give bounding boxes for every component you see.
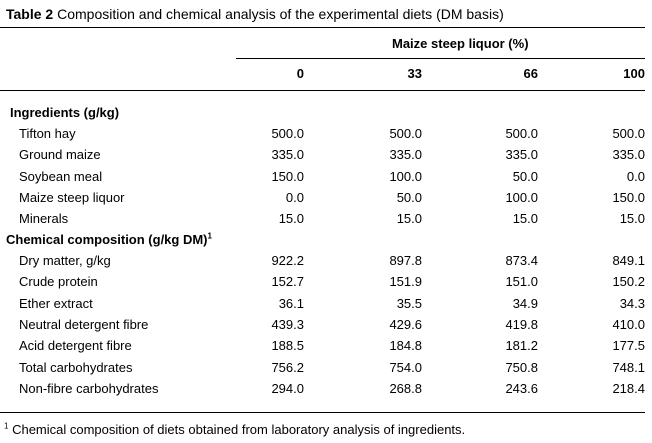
table-cell: 0.0: [285, 189, 304, 205]
table-cell: 243.6: [505, 380, 538, 396]
section-title: Chemical composition (g/kg DM)1: [6, 232, 212, 248]
table-cell: 335.0: [389, 147, 422, 163]
table-cell: 750.8: [505, 359, 538, 375]
table-cell: 500.0: [389, 126, 422, 141]
table-cell: 500.0: [505, 126, 538, 141]
table-cell: 756.2: [271, 359, 304, 375]
section-title-footnote-mark: 1: [207, 231, 212, 241]
row-label: Maize steep liquor: [19, 189, 125, 205]
table-cell: 335.0: [612, 147, 645, 163]
section-title-text: Chemical composition (g/kg DM): [6, 232, 208, 247]
table-cell: 50.0: [396, 189, 422, 205]
table-caption: Table 2 Composition and chemical analysi…: [6, 6, 504, 22]
table-cell: 754.0: [389, 359, 422, 375]
top-rule: [0, 27, 645, 28]
table-cell: 268.8: [389, 380, 422, 396]
table-cell: 849.1: [612, 253, 645, 268]
row-label: Ground maize: [19, 147, 101, 163]
table-cell: 218.4: [612, 380, 645, 396]
row-label: Soybean meal: [19, 168, 103, 184]
row-label: Tifton hay: [19, 126, 76, 141]
table-cell: 335.0: [271, 147, 304, 163]
table-cell: 177.5: [612, 338, 645, 354]
table-cell: 50.0: [512, 168, 538, 184]
header-rule: [0, 90, 645, 91]
column-group-header: Maize steep liquor (%): [392, 36, 529, 51]
table-cell: 410.0: [612, 316, 645, 332]
table-cell: 15.0: [512, 211, 538, 227]
table-cell: 439.3: [271, 316, 304, 332]
table-cell: 188.5: [271, 338, 304, 354]
table-cell: 15.0: [396, 211, 422, 227]
table-cell: 152.7: [271, 274, 304, 290]
footnote: 1 Chemical composition of diets obtained…: [4, 422, 465, 437]
row-label: Total carbohydrates: [19, 359, 133, 375]
column-header: 100: [623, 66, 645, 81]
bottom-rule: [0, 412, 645, 413]
table-cell: 922.2: [271, 253, 304, 268]
table-cell: 150.0: [271, 168, 304, 184]
section-title: Ingredients (g/kg): [10, 105, 119, 121]
row-label: Non-fibre carbohydrates: [19, 380, 159, 396]
table-cell: 100.0: [505, 189, 538, 205]
table-cell: 294.0: [271, 380, 304, 396]
table-cell: 34.3: [619, 295, 645, 311]
table-cell: 34.9: [512, 295, 538, 311]
table-cell: 15.0: [619, 211, 645, 227]
table-cell: 897.8: [389, 253, 422, 268]
table-cell: 150.2: [612, 274, 645, 290]
row-label: Crude protein: [19, 274, 98, 290]
column-header: 66: [523, 66, 538, 81]
table-cell: 100.0: [389, 168, 422, 184]
table-cell: 500.0: [271, 126, 304, 141]
row-label: Neutral detergent fibre: [19, 316, 149, 332]
row-label: Acid detergent fibre: [19, 338, 132, 354]
row-label: Ether extract: [19, 295, 93, 311]
table-cell: 151.9: [389, 274, 422, 290]
table-cell: 35.5: [396, 295, 422, 311]
table-cell: 335.0: [505, 147, 538, 163]
table-cell: 150.0: [612, 189, 645, 205]
group-rule: [236, 58, 645, 59]
table-cell: 873.4: [505, 253, 538, 268]
table-cell: 0.0: [626, 168, 645, 184]
table-cell: 500.0: [612, 126, 645, 141]
section-title-text: Ingredients (g/kg): [10, 105, 120, 120]
footnote-mark: 1: [4, 421, 9, 431]
table-label: Table 2: [6, 6, 54, 22]
table-cell: 151.0: [505, 274, 538, 290]
table-cell: 419.8: [505, 316, 538, 332]
row-label: Dry matter, g/kg: [19, 253, 111, 268]
table-cell: 184.8: [389, 338, 422, 354]
table-cell: 36.1: [278, 295, 304, 311]
table-cell: 429.6: [389, 316, 422, 332]
column-header: 33: [407, 66, 422, 81]
table-cell: 15.0: [278, 211, 304, 227]
table-title: Composition and chemical analysis of the…: [57, 6, 504, 22]
column-header: 0: [296, 66, 304, 81]
table-cell: 748.1: [612, 359, 645, 375]
table-cell: 181.2: [505, 338, 538, 354]
row-label: Minerals: [19, 211, 69, 227]
footnote-text: Chemical composition of diets obtained f…: [12, 422, 466, 437]
